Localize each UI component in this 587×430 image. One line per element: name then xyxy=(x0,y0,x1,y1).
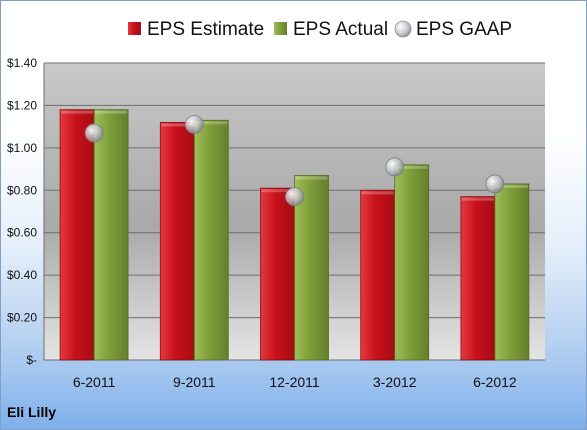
y-tick-label: $0.60 xyxy=(7,226,37,240)
x-axis-ticks: 6-2011 9-2011 12-2011 3-2012 6-2012 xyxy=(73,374,517,390)
bar-eps-actual-12-2011 xyxy=(294,175,329,361)
legend-swatch-eps-gaap xyxy=(394,20,412,38)
y-tick-label: $0.80 xyxy=(7,183,37,197)
bar-eps-actual-9-2011 xyxy=(193,119,229,361)
legend-swatch-eps-actual xyxy=(274,22,287,35)
legend-item-eps-actual[interactable]: EPS Actual xyxy=(274,19,388,40)
legend-label-eps-actual: EPS Actual xyxy=(293,19,388,40)
bar-eps-actual-6-2011 xyxy=(93,109,129,361)
bar-highlight xyxy=(95,110,128,114)
bar-eps-estimate-6-2012 xyxy=(460,196,496,361)
point-eps-gaap-6-2011 xyxy=(84,123,104,143)
bar-eps-actual-6-2012 xyxy=(494,183,530,361)
x-tick-label: 6-2012 xyxy=(473,374,517,390)
y-tick-label: $0.40 xyxy=(7,268,37,282)
legend: EPS Estimate EPS Actual EPS GAAP xyxy=(128,19,512,40)
legend-item-eps-gaap[interactable]: EPS GAAP xyxy=(394,19,512,40)
y-tick-label: $1.00 xyxy=(7,141,37,155)
bar-highlight xyxy=(61,110,94,114)
x-tick-label: 12-2011 xyxy=(269,374,320,390)
company-label: Eli Lilly xyxy=(7,404,57,420)
legend-item-eps-estimate[interactable]: EPS Estimate xyxy=(128,19,264,40)
bar-highlight xyxy=(261,189,294,193)
y-tick-label: $1.20 xyxy=(7,98,37,112)
bar-highlight xyxy=(195,121,228,125)
legend-label-eps-gaap: EPS GAAP xyxy=(416,19,512,40)
gaap-points xyxy=(84,115,505,207)
point-eps-gaap-9-2011 xyxy=(184,115,204,134)
point-eps-gaap-6-2012 xyxy=(485,174,505,194)
y-axis-ticks: $- $0.20 $0.40 $0.60 $0.80 $1.00 $1.20 $1.40 xyxy=(7,56,37,367)
bar-eps-estimate-3-2012 xyxy=(360,189,396,361)
x-tick-label: 9-2011 xyxy=(173,374,216,390)
bar-eps-estimate-6-2011 xyxy=(59,109,95,361)
y-tick-label: $0.20 xyxy=(7,311,37,325)
bar-highlight xyxy=(295,176,328,180)
bar-highlight xyxy=(495,184,528,188)
x-tick-label: 6-2011 xyxy=(73,374,116,390)
legend-label-eps-estimate: EPS Estimate xyxy=(147,19,264,40)
bar-eps-actual-3-2012 xyxy=(394,164,430,361)
bar-highlight xyxy=(461,197,494,201)
bar-eps-estimate-9-2011 xyxy=(159,122,195,361)
bars xyxy=(59,109,530,361)
bar-highlight xyxy=(161,123,194,127)
bar-highlight xyxy=(361,191,394,195)
y-tick-label: $1.40 xyxy=(7,56,37,70)
legend-swatch-eps-estimate xyxy=(128,22,141,35)
point-eps-gaap-3-2012 xyxy=(385,157,405,177)
bar-eps-estimate-12-2011 xyxy=(260,187,295,361)
y-tick-label: $- xyxy=(26,353,37,367)
bar-highlight xyxy=(395,165,428,169)
x-tick-label: 3-2012 xyxy=(373,374,417,390)
point-eps-gaap-12-2011 xyxy=(285,187,304,207)
